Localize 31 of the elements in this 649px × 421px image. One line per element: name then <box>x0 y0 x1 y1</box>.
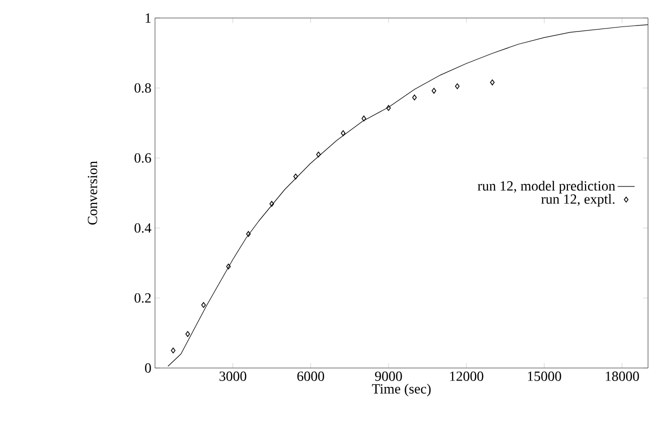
y-tick-label: 0.6 <box>134 153 152 163</box>
point <box>226 264 231 270</box>
y-tick-label: 0.2 <box>134 293 151 303</box>
point <box>316 152 321 158</box>
legend-label: run 12, exptl. <box>541 194 614 207</box>
legend-label: run 12, model prediction <box>478 180 616 194</box>
point <box>412 94 417 100</box>
x-tick-label: 18000 <box>606 372 639 381</box>
point <box>490 80 495 86</box>
point <box>362 116 366 122</box>
y-tick-label: 0.8 <box>134 83 151 93</box>
point <box>386 105 391 111</box>
point <box>340 130 346 136</box>
x-tick-label: 15000 <box>528 372 562 381</box>
y-tick-label: 0.4 <box>134 223 152 233</box>
point <box>293 174 298 180</box>
x-tick-label: 3000 <box>220 372 246 381</box>
point <box>170 348 176 354</box>
point <box>455 83 460 90</box>
x-tick-label: 6000 <box>297 372 324 381</box>
point <box>432 88 436 94</box>
y-axis-title: Conversion <box>88 161 98 225</box>
point <box>185 331 190 337</box>
x-tick-label: 9000 <box>375 372 402 381</box>
y-tick-label: 0 <box>145 363 151 373</box>
x-axis-title: Time (sec) <box>372 384 431 396</box>
point <box>269 200 274 207</box>
y-tick-label: 1 <box>146 13 151 23</box>
point <box>246 231 251 237</box>
point <box>201 302 206 308</box>
x-tick-label: 12000 <box>450 372 484 381</box>
